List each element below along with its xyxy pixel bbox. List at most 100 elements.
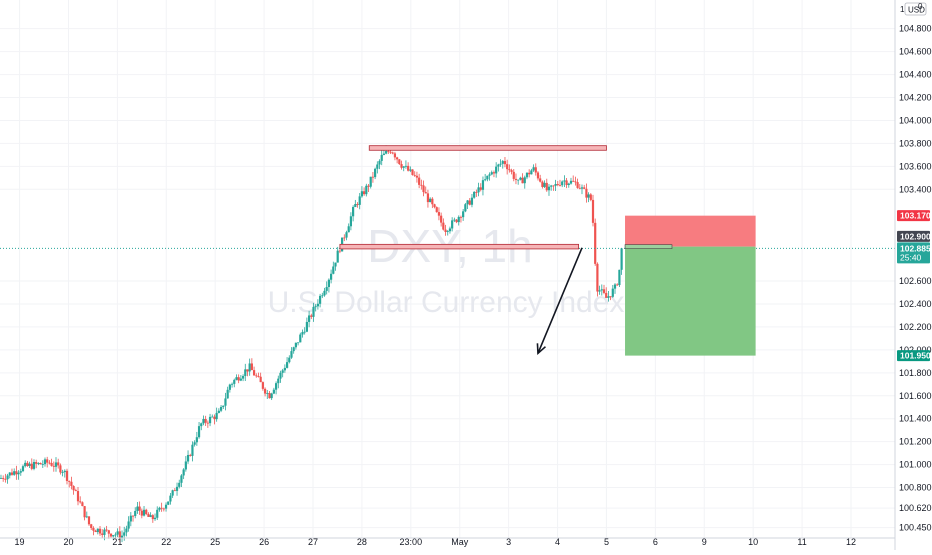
arrow-shaft bbox=[537, 247, 583, 354]
candle-body bbox=[191, 444, 194, 456]
candle-body bbox=[367, 185, 370, 187]
x-tick-label: 25 bbox=[210, 537, 220, 547]
candle-body bbox=[484, 179, 487, 181]
candle-body bbox=[145, 509, 148, 515]
candle-body bbox=[32, 462, 36, 469]
candle-body bbox=[180, 475, 183, 483]
candle-body bbox=[605, 292, 608, 298]
x-tick-label: 26 bbox=[259, 537, 269, 547]
candle-body bbox=[475, 191, 478, 193]
candle-body bbox=[444, 229, 447, 232]
candle-body bbox=[178, 482, 181, 487]
candle-body bbox=[332, 266, 335, 274]
candle-body bbox=[517, 179, 520, 181]
candle-body bbox=[426, 193, 430, 203]
candle-body bbox=[109, 533, 113, 537]
candle-body bbox=[618, 269, 621, 286]
y-tick-label: 100.620 bbox=[899, 503, 932, 513]
candle-body bbox=[448, 228, 452, 232]
candle-body bbox=[396, 157, 399, 160]
candle-body bbox=[506, 164, 509, 170]
candle-body bbox=[462, 211, 465, 218]
candle-body bbox=[455, 219, 458, 223]
candle-body bbox=[424, 192, 427, 194]
candle-body bbox=[609, 296, 612, 298]
y-tick-label: 104.200 bbox=[899, 93, 932, 103]
candle-body bbox=[473, 191, 476, 198]
candle-body bbox=[239, 378, 242, 381]
y-tick-label: 102.200 bbox=[899, 322, 932, 332]
candle-body bbox=[602, 289, 606, 293]
watermark: DXY, 1h U.S. Dollar Currency Index bbox=[268, 220, 625, 319]
candle-body bbox=[565, 180, 568, 186]
candle-body bbox=[219, 406, 223, 411]
y-tick-label: 100.800 bbox=[899, 483, 932, 493]
candle-body bbox=[160, 507, 163, 509]
y-tick-label: 101.600 bbox=[899, 391, 932, 401]
y-tick-label: 103.600 bbox=[899, 161, 932, 171]
candle-body bbox=[530, 170, 533, 175]
candle-body bbox=[296, 342, 300, 344]
candle-body bbox=[217, 410, 220, 413]
time-axis[interactable]: 19 20 21 22 25 26 27 28 23:00 May 3 4 5 6 9 10 11 12 bbox=[0, 537, 895, 547]
candle-body bbox=[4, 478, 7, 480]
y-tick-label: 102.000 bbox=[899, 345, 932, 355]
candle-body bbox=[437, 212, 441, 216]
candle-body bbox=[400, 164, 403, 168]
candles bbox=[0, 145, 623, 543]
price-axis[interactable]: 104.800 104.600 104.400 104.200 104.000 103.8… bbox=[894, 0, 932, 550]
candle-body bbox=[202, 419, 205, 424]
candle-body bbox=[211, 416, 214, 418]
candle-body bbox=[352, 207, 355, 217]
candle-body bbox=[70, 481, 73, 486]
candle-body bbox=[488, 174, 491, 176]
candle-body bbox=[299, 334, 302, 343]
x-tick-label: 23:00 bbox=[400, 537, 423, 547]
drawings[interactable] bbox=[0, 145, 895, 356]
candle-body bbox=[334, 262, 337, 267]
arrow-head bbox=[536, 343, 546, 356]
candle-body bbox=[290, 351, 293, 358]
candle-body bbox=[13, 471, 16, 475]
candle-body bbox=[52, 465, 55, 467]
candle-body bbox=[536, 172, 540, 179]
candle-body bbox=[301, 332, 304, 335]
candle-body bbox=[252, 370, 256, 376]
y-tick-label: 103.400 bbox=[899, 184, 932, 194]
candle-body bbox=[268, 392, 271, 399]
candle-body bbox=[391, 152, 394, 154]
candle-body bbox=[186, 454, 190, 462]
candle-body bbox=[446, 231, 449, 233]
candle-body bbox=[413, 174, 416, 176]
candle-body bbox=[563, 180, 566, 182]
stop-price-tag-bg bbox=[897, 210, 930, 222]
candle-body bbox=[580, 187, 584, 189]
candle-body bbox=[96, 528, 99, 533]
candle-body bbox=[230, 383, 234, 385]
candle-body bbox=[261, 382, 264, 389]
candle-body bbox=[294, 342, 297, 348]
candle-body bbox=[330, 273, 333, 280]
candle-body bbox=[418, 177, 421, 185]
currency-button[interactable] bbox=[904, 2, 927, 16]
candle-body bbox=[241, 375, 245, 379]
candle-body bbox=[508, 169, 511, 171]
candle-body bbox=[149, 515, 152, 517]
candle-body bbox=[197, 426, 201, 438]
candle-body bbox=[228, 384, 231, 390]
y-tick-label: 104.400 bbox=[899, 70, 932, 80]
candle-body bbox=[90, 524, 93, 528]
stop-price-tag-text: 103.170 bbox=[900, 211, 931, 221]
candle-body bbox=[569, 180, 573, 184]
candle-body bbox=[94, 530, 97, 533]
candle-body bbox=[323, 290, 326, 296]
candle-body bbox=[512, 171, 515, 179]
candle-body bbox=[501, 161, 504, 164]
candle-body bbox=[175, 486, 179, 491]
candle-body bbox=[248, 363, 251, 372]
x-tick-label: 12 bbox=[846, 537, 856, 547]
candle-body bbox=[591, 199, 595, 223]
